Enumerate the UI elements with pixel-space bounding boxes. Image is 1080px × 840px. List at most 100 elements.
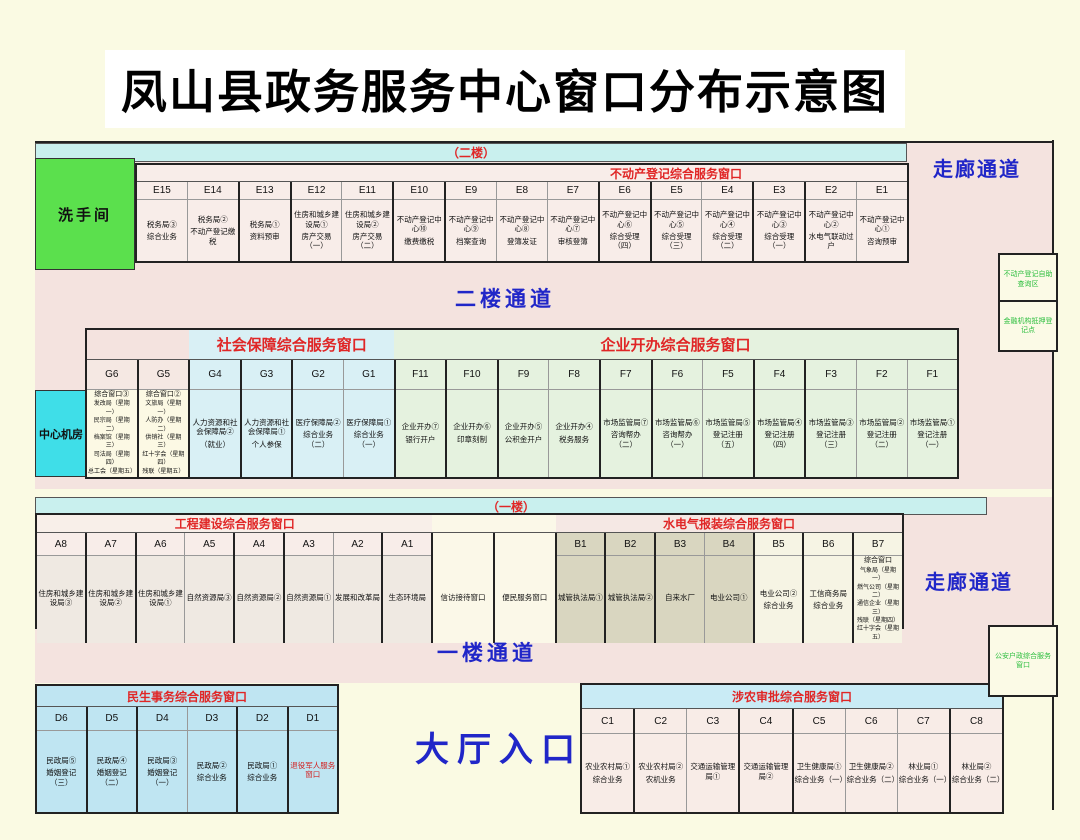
window-id: A6 (136, 533, 185, 556)
window-line2: 档案查询 (456, 236, 487, 246)
window-cell: B4 电业公司① (703, 533, 753, 644)
window-line1: 交通运输管理局② (743, 762, 789, 781)
c-window-table: 涉农审批综合服务窗口 C1 农业农村局① 综合业务 C2 农业农村局② 农机业务… (580, 683, 1004, 814)
window-line2: 综合业务（一） (898, 774, 952, 784)
window-cell: E10 不动产登记中心⑩ 缴费缴税 (392, 182, 445, 261)
server-room: 中心机房 (35, 390, 87, 477)
window-line1: 不动产登记中心③ (756, 210, 802, 229)
window-id: E1 (857, 182, 907, 200)
window-line2: 登记注册（一） (917, 430, 948, 449)
window-id: E7 (547, 182, 598, 200)
window-line1: 住房和城乡建设局③ (38, 588, 84, 608)
window-id: A4 (235, 533, 283, 556)
window-line2: 气象局（星期一） 燃气公司（星期二） 通信企业（星期三） 残联（星期四） 红十字… (857, 567, 900, 641)
window-cell: E11 住房和城乡建设局② 房产交易（二） (341, 182, 393, 261)
window-id: E10 (394, 182, 445, 200)
window-line1: 民政局④ (96, 755, 127, 765)
window-cell: F3 市场监管局③ 登记注册（三） (804, 359, 856, 477)
window-cell: F4 市场监管局④ 登记注册（四） (752, 359, 805, 477)
window-line1: 林业局① (908, 762, 939, 772)
window-line1: 不动产登记中心② (808, 210, 854, 229)
window-line1: 不动产登记中心⑩ (396, 214, 442, 234)
window-id: B5 (754, 533, 803, 556)
social-security-header: 社会保障综合服务窗口 (189, 330, 395, 359)
utilities-header: 水电气报装综合服务窗口 (556, 515, 902, 532)
window-line2: 文旅局（星期一） 人防办（星期二） 供销社（星期三） 红十字会（星期四） 残联（… (142, 401, 185, 475)
window-line2: 咨询帮办（一） (662, 430, 693, 449)
enterprise-header: 企业开办综合服务窗口 (394, 330, 957, 359)
window-line1: 市场监管局⑦ (603, 417, 649, 427)
window-line1: 医疗保障局② (295, 417, 341, 427)
window-line2: 登记注册（三） (816, 430, 847, 449)
window-cell: E3 不动产登记中心③ 综合受理（一） (752, 182, 805, 261)
window-line2: 综合业务（二） (303, 430, 334, 449)
window-line2: 登簿发证 (506, 236, 537, 246)
window-id (494, 533, 555, 555)
side-room-label-3: 公安户政综合服务窗口 (988, 625, 1058, 697)
window-cell: C6 卫生健康局② 综合业务（二） (844, 709, 899, 812)
window-id: B1 (556, 533, 605, 556)
window-cell: F6 市场监管局⑥ 咨询帮办（一） (650, 359, 703, 477)
window-line1: 民政局① (247, 760, 278, 770)
window-line2: 房产交易（二） (352, 232, 383, 251)
window-cell: D5 民政局④ 婚姻登记（二） (85, 707, 136, 812)
window-cell: C4 交通运输管理局② (738, 709, 792, 812)
window-cell: E7 不动产登记中心⑦ 审核登簿 (546, 182, 598, 261)
window-cell: C7 林业局① 综合业务（一） (896, 709, 952, 812)
window-id: F5 (703, 359, 753, 390)
window-id: C5 (793, 709, 845, 734)
window-cell: E8 不动产登记中心⑧ 登簿发证 (496, 182, 547, 261)
window-line1: 人力资源和社会保障局② (192, 417, 238, 437)
window-id: A8 (37, 533, 85, 556)
window-cell: B2 城管执法局② (604, 533, 655, 644)
window-cell: F8 企业开办④ 税务服务 (548, 359, 599, 477)
window-line1: 市场监管局② (859, 417, 905, 427)
window-line1: 人力资源和社会保障局① (244, 417, 290, 437)
ab-header-blank (432, 515, 556, 532)
window-line2: 婚姻登记（三） (46, 768, 77, 787)
window-line1: 自然资源局③ (186, 593, 232, 603)
window-line1: 综合窗口③ (94, 390, 130, 398)
window-line1: 民政局② (196, 760, 227, 770)
window-line1: 信访接待窗口 (440, 592, 486, 602)
window-line1: 住房和城乡建设局② (88, 588, 134, 608)
window-id: F2 (856, 359, 907, 390)
window-line2: 婚姻登记（二） (96, 768, 127, 787)
window-line2: 资料预审 (249, 232, 280, 241)
window-cell: A7 住房和城乡建设局② (84, 533, 135, 644)
window-id: B3 (656, 533, 704, 556)
window-cell: A2 发展和改革局 (332, 533, 382, 644)
window-cell: E2 不动产登记中心② 水电气联动过户 (804, 182, 857, 261)
window-id: G2 (293, 359, 343, 390)
gf-window-table: 社会保障综合服务窗口 企业开办综合服务窗口 G6 综合窗口③ 发改局（星期一） … (85, 328, 959, 479)
e-header-blank (137, 165, 445, 181)
window-line2: 登记注册（二） (866, 430, 897, 449)
window-id: D5 (87, 707, 136, 731)
window-cell: E5 不动产登记中心⑤ 综合受理（三） (649, 182, 702, 261)
window-id: E4 (702, 182, 753, 200)
window-id: A5 (185, 533, 234, 556)
window-id: E14 (187, 182, 238, 200)
window-id: G5 (138, 359, 189, 390)
window-line1: 市场监管局④ (757, 417, 803, 427)
window-cell: F11 企业开办⑦ 银行开户 (393, 359, 446, 477)
window-cell: G4 人力资源和社会保障局② （就业） (188, 359, 240, 477)
window-cell: A4 自然资源局② (233, 533, 283, 644)
window-id: F4 (754, 359, 805, 390)
window-line1: 便民服务窗口 (502, 592, 548, 602)
window-line2: 综合业务 (592, 774, 623, 784)
right-wall-line (1052, 140, 1054, 810)
e-window-table: 不动产登记综合服务窗口 E15 税务局③ 综合业务 E14 税务局② 不动产登记… (135, 163, 909, 263)
window-line1: 企业开办⑥ (453, 422, 491, 432)
window-line2: 审核登簿 (557, 236, 588, 246)
window-line1: 民政局⑤ (46, 755, 77, 765)
window-line2: 综合受理（四） (609, 232, 640, 251)
window-id (433, 533, 493, 555)
window-line2: 登记注册（四） (764, 430, 795, 449)
window-line2: 发改局（星期一） 民宗局（星期二） 档案馆（星期三） 司法局（星期四） 总工会（… (88, 401, 137, 475)
window-id: C7 (897, 709, 949, 734)
window-id: B4 (704, 533, 753, 556)
window-cell: D3 民政局② 综合业务 (186, 707, 236, 812)
livelihood-header: 民生事务综合服务窗口 (126, 689, 247, 704)
window-id: B6 (804, 533, 853, 556)
